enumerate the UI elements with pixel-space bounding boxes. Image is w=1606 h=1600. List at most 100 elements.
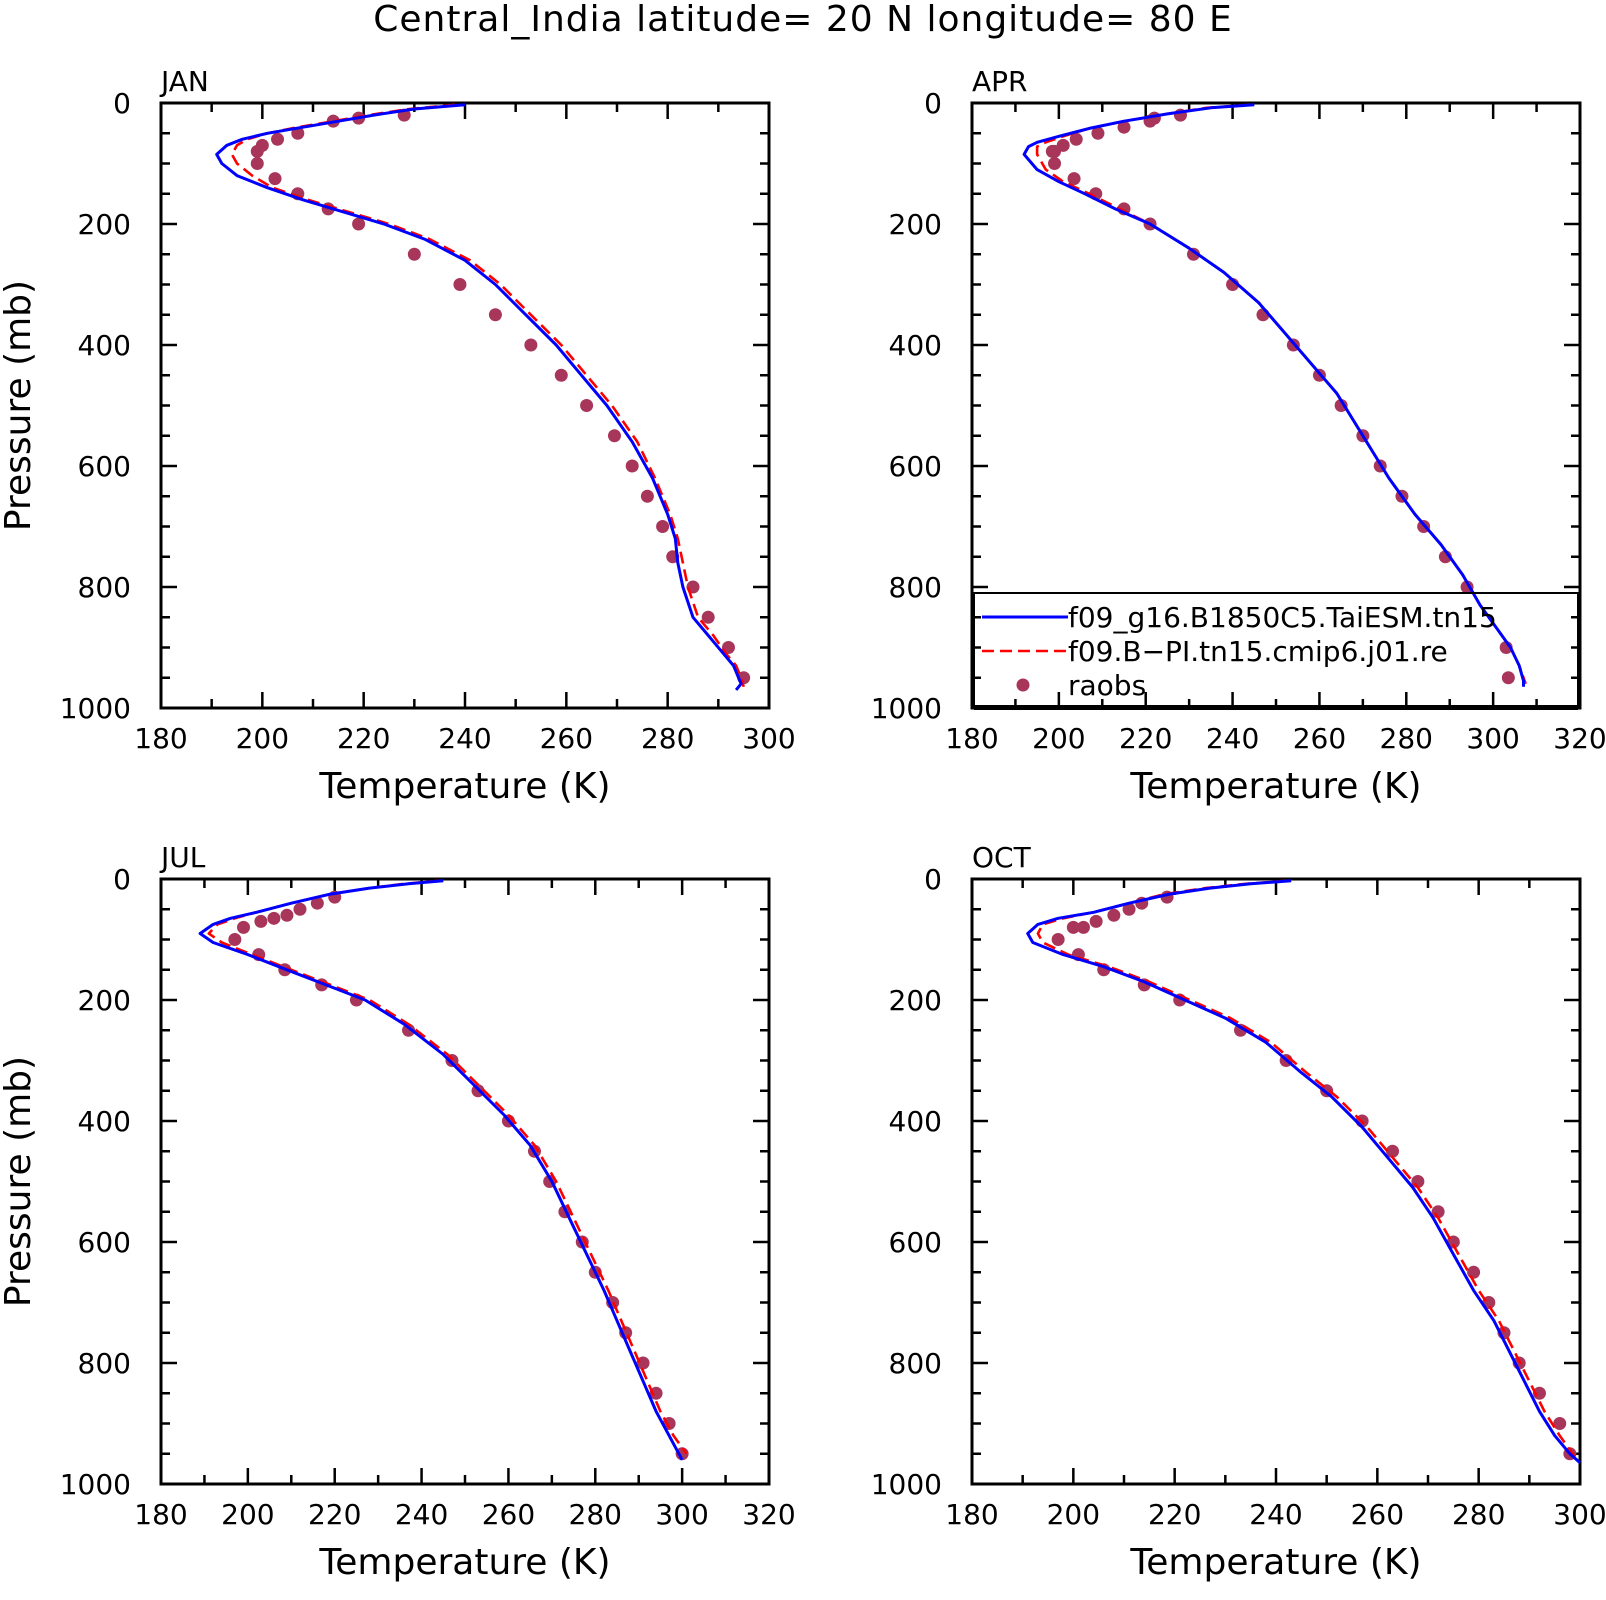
obs-point [271,132,285,146]
obs-point [1066,920,1080,934]
x-tick-label: 220 [308,1498,361,1531]
obs-point [1069,132,1083,146]
y-tick-label: 0 [113,87,131,120]
y-tick-label: 800 [889,571,942,604]
obs-point [254,914,268,928]
plot-area [215,103,751,691]
y-tick-label: 0 [113,863,131,896]
obs-point [250,157,264,170]
y-tick-label: 200 [889,208,942,241]
x-tick-label: 320 [1553,722,1606,755]
obs-point [1107,908,1121,922]
obs-point [1186,247,1200,261]
panel-jan: 180 200 220 240 260 280 300 0 200 400 600 800 1000 Te… [0,65,796,807]
obs-point [524,338,538,352]
x-tick-label: 280 [569,1498,622,1531]
y-axis-label: Pressure (mb) [0,280,39,531]
obs-point [1117,120,1131,134]
obs-point [407,247,421,261]
obs-point [352,217,366,231]
legend-label: f09_g16.B1850C5.TaiESM.tn15 [1068,601,1497,634]
y-tick-label: 0 [924,863,942,896]
x-tick-label: 300 [1553,1498,1606,1531]
y-tick-label: 400 [889,329,942,362]
legend-label: raobs [1068,669,1146,702]
obs-point [268,172,282,186]
obs-point [1051,933,1065,946]
obs-point [656,520,670,533]
x-tick-label: 180 [134,1498,187,1531]
series-line-taiesm [1026,879,1581,1464]
y-tick-label: 0 [924,87,942,120]
x-tick-label: 220 [1148,1498,1201,1531]
x-tick-label: 320 [742,1498,795,1531]
obs-point [1467,1265,1481,1279]
y-tick-label: 800 [78,571,131,604]
obs-point [237,920,251,934]
x-axis-label: Temperature (K) [318,766,610,807]
obs-point [1067,172,1081,186]
y-tick-label: 400 [78,1105,131,1138]
x-axis-label: Temperature (K) [318,1542,610,1583]
obs-point [607,429,621,443]
panel-apr: 180 200 220 240 260 280 300 320 0 200 400 600 800 100… [871,65,1606,807]
panel-jul: 180 200 220 240 260 280 300 320 0 200 400 600 800 100… [0,841,796,1583]
x-tick-label: 180 [945,722,998,755]
obs-point [1089,914,1103,928]
obs-point [1076,920,1090,934]
plot-area [1022,103,1527,687]
obs-point [649,1386,663,1400]
obs-point [1553,1417,1567,1430]
x-tick-label: 240 [1206,722,1259,755]
y-tick-label: 1000 [60,692,131,725]
series-line-cmip6 [1035,103,1527,685]
panel-label: APR [972,65,1028,98]
panel-label: JUL [159,841,206,874]
obs-point [453,278,467,291]
x-tick-label: 260 [1293,722,1346,755]
x-axis-label: Temperature (K) [1129,766,1421,807]
series-line-taiesm [215,103,743,691]
x-tick-label: 300 [655,1498,708,1531]
legend-box [973,592,1579,707]
chart-title: Central_India latitude= 20 N longitude= … [373,0,1233,40]
x-tick-label: 300 [1466,722,1519,755]
y-tick-label: 200 [78,208,131,241]
x-tick-label: 260 [1351,1498,1404,1531]
obs-point [1501,671,1515,685]
plot-frame [970,877,1582,1486]
obs-point [1045,144,1059,158]
x-tick-label: 280 [641,722,694,755]
x-tick-label: 240 [438,722,491,755]
x-axis-label: Temperature (K) [1129,1542,1421,1583]
x-tick-label: 240 [1249,1498,1302,1531]
obs-point [625,459,639,473]
y-tick-label: 800 [889,1347,942,1380]
series-line-cmip6 [1036,879,1576,1458]
series-line-cmip6 [230,103,745,688]
x-tick-label: 280 [1380,722,1433,755]
y-tick-label: 600 [889,1226,942,1259]
series-line-taiesm [1022,103,1525,687]
obs-point [1048,157,1062,170]
y-tick-label: 200 [889,984,942,1017]
obs-point [488,308,502,322]
legend: f09_g16.B1850C5.TaiESM.tn15f09.B−PI.tn15… [973,592,1579,710]
obs-point [250,144,264,158]
y-tick-label: 600 [78,450,131,483]
y-tick-label: 600 [78,1226,131,1259]
x-tick-label: 260 [540,722,593,755]
y-tick-label: 1000 [871,692,942,725]
obs-point [293,902,307,916]
x-tick-label: 200 [1032,722,1085,755]
panel-oct: 180 200 220 240 260 280 300 0 200 400 600 800 1000 Te… [871,841,1606,1583]
y-tick-label: 1000 [871,1468,942,1501]
y-tick-label: 200 [78,984,131,1017]
x-tick-label: 220 [1119,722,1172,755]
y-tick-label: 400 [889,1105,942,1138]
obs-point [580,399,594,412]
x-tick-label: 200 [236,722,289,755]
y-axis-label: Pressure (mb) [0,1056,39,1307]
obs-point [267,911,281,925]
plot-area [1026,879,1581,1464]
